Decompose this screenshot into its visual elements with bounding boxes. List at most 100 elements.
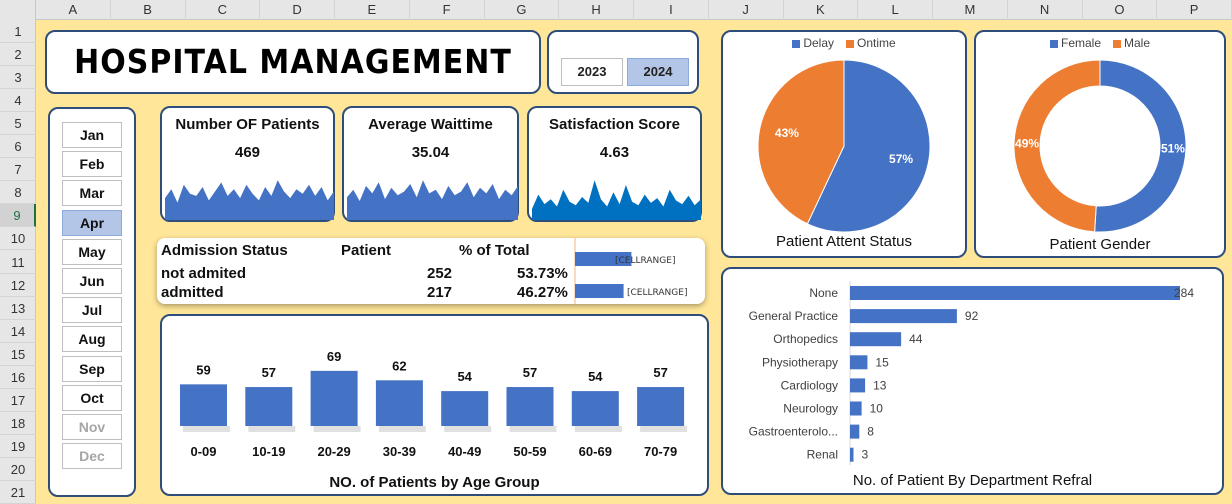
age-bar-value: 54 xyxy=(588,369,603,384)
column-header-n[interactable]: N xyxy=(1008,0,1083,20)
legend-swatch xyxy=(846,39,854,48)
column-header-h[interactable]: H xyxy=(559,0,634,20)
admission-row-pct: 53.73% xyxy=(517,265,568,282)
month-button-feb[interactable]: Feb xyxy=(62,151,122,178)
month-button-aug[interactable]: Aug xyxy=(62,326,122,353)
legend-label: Female xyxy=(1060,36,1101,50)
kpi-card: Average Waittime 35.04 xyxy=(342,106,519,222)
department-label: Orthopedics xyxy=(773,332,838,346)
month-button-jan[interactable]: Jan xyxy=(62,122,122,148)
row-header-16[interactable]: 16 xyxy=(0,366,36,389)
bar-shadow xyxy=(313,426,361,432)
title-panel: HOSPITAL MANAGEMENT xyxy=(45,30,541,94)
row-header-17[interactable]: 17 xyxy=(0,389,36,412)
month-button-oct[interactable]: Oct xyxy=(62,384,122,411)
department-bar xyxy=(850,424,860,439)
admission-row-patient: 217 xyxy=(427,284,453,301)
admission-header-patient: Patient xyxy=(341,242,392,259)
kpi-sparkline xyxy=(347,180,518,220)
pie-slice-label: 57% xyxy=(889,152,913,166)
bar-shadow xyxy=(248,426,296,432)
column-header-c[interactable]: C xyxy=(186,0,261,20)
year-button-2023[interactable]: 2023 xyxy=(561,58,623,86)
row-header-21[interactable]: 21 xyxy=(0,481,36,504)
row-header-18[interactable]: 18 xyxy=(0,412,36,435)
column-header-g[interactable]: G xyxy=(485,0,560,20)
column-header-f[interactable]: F xyxy=(410,0,485,20)
kpi-title: Average Waittime xyxy=(368,116,493,133)
column-header-a[interactable]: A xyxy=(36,0,111,20)
pie-slice xyxy=(757,59,845,225)
month-button-jun[interactable]: Jun xyxy=(62,268,122,294)
row-header-19[interactable]: 19 xyxy=(0,435,36,458)
department-bar xyxy=(850,401,862,416)
row-header-8[interactable]: 8 xyxy=(0,181,36,205)
row-header-11[interactable]: 11 xyxy=(0,251,36,274)
month-button-nov[interactable]: Nov xyxy=(62,414,122,440)
age-bar-value: 57 xyxy=(523,365,537,380)
row-header-7[interactable]: 7 xyxy=(0,158,36,182)
row-header-10[interactable]: 10 xyxy=(0,227,36,251)
department-value: 15 xyxy=(875,355,889,369)
row-header-9[interactable]: 9 xyxy=(0,204,36,228)
column-header-j[interactable]: J xyxy=(709,0,784,20)
month-button-apr[interactable]: Apr xyxy=(62,209,122,236)
legend-entry: Ontime xyxy=(846,36,896,50)
column-header-k[interactable]: K xyxy=(784,0,859,20)
admission-status-table: Admission Status Patient % of Total not … xyxy=(157,238,705,304)
row-header-20[interactable]: 20 xyxy=(0,458,36,481)
legend-entry: Male xyxy=(1113,36,1150,50)
column-header-e[interactable]: E xyxy=(335,0,410,20)
column-header-l[interactable]: L xyxy=(858,0,933,20)
column-header-d[interactable]: D xyxy=(260,0,335,20)
admission-row-status: admitted xyxy=(161,284,224,301)
row-header-14[interactable]: 14 xyxy=(0,320,36,343)
row-header-4[interactable]: 4 xyxy=(0,89,36,113)
department-label: Neurology xyxy=(783,402,838,416)
department-bar xyxy=(850,286,1180,300)
kpi-sparkline xyxy=(532,180,701,220)
month-button-mar[interactable]: Mar xyxy=(62,180,122,207)
pie-slice-label: 49% xyxy=(1015,137,1039,151)
row-header-13[interactable]: 13 xyxy=(0,297,36,320)
column-header-b[interactable]: B xyxy=(111,0,186,20)
month-button-jul[interactable]: Jul xyxy=(62,297,122,324)
column-header-i[interactable]: I xyxy=(634,0,709,20)
column-header-o[interactable]: O xyxy=(1083,0,1158,20)
month-button-dec[interactable]: Dec xyxy=(62,443,122,470)
gender-legend: Female Male xyxy=(976,36,1224,50)
attend-chart-title: Patient Attent Status xyxy=(776,233,912,250)
column-header-m[interactable]: M xyxy=(933,0,1008,20)
row-header-12[interactable]: 12 xyxy=(0,274,36,297)
month-button-may[interactable]: May xyxy=(62,238,122,265)
department-bar xyxy=(850,355,868,370)
bar-shadow xyxy=(509,426,557,432)
sparkline-area xyxy=(165,180,334,220)
dashboard-sheet: HOSPITAL MANAGEMENT 2023 2024 Jan Feb Mar Ap… xyxy=(36,20,1232,504)
department-label: None xyxy=(809,286,838,300)
age-bar xyxy=(571,391,619,426)
column-header-p[interactable]: P xyxy=(1157,0,1232,20)
department-value: 284 xyxy=(1174,286,1194,300)
age-bar-value: 57 xyxy=(653,365,667,380)
row-header-2[interactable]: 2 xyxy=(0,43,36,67)
legend-swatch xyxy=(1113,39,1121,48)
attend-status-chart: Delay Ontime 57% 43% Patient Attent Status xyxy=(721,30,967,258)
row-header-3[interactable]: 3 xyxy=(0,66,36,90)
legend-label: Ontime xyxy=(857,36,896,50)
attend-legend: Delay Ontime xyxy=(723,36,965,50)
row-header-6[interactable]: 6 xyxy=(0,135,36,159)
row-header-1[interactable]: 1 xyxy=(0,20,36,43)
month-button-sep[interactable]: Sep xyxy=(62,355,122,382)
age-bar-category: 30-39 xyxy=(383,444,416,459)
age-group-chart: 59 0-09 57 10-19 69 20-29 62 30-39 54 40-49 57 50-5… xyxy=(160,314,709,496)
admission-bar-label: [CELLRANGE] xyxy=(615,256,675,266)
age-bar-value: 62 xyxy=(392,358,406,373)
age-bar-category: 20-29 xyxy=(317,444,350,459)
row-header-15[interactable]: 15 xyxy=(0,343,36,366)
select-all-corner[interactable] xyxy=(0,0,36,20)
legend-entry: Delay xyxy=(792,36,834,50)
row-header-5[interactable]: 5 xyxy=(0,112,36,136)
department-value: 92 xyxy=(965,309,979,323)
year-button-2024[interactable]: 2024 xyxy=(627,58,689,86)
